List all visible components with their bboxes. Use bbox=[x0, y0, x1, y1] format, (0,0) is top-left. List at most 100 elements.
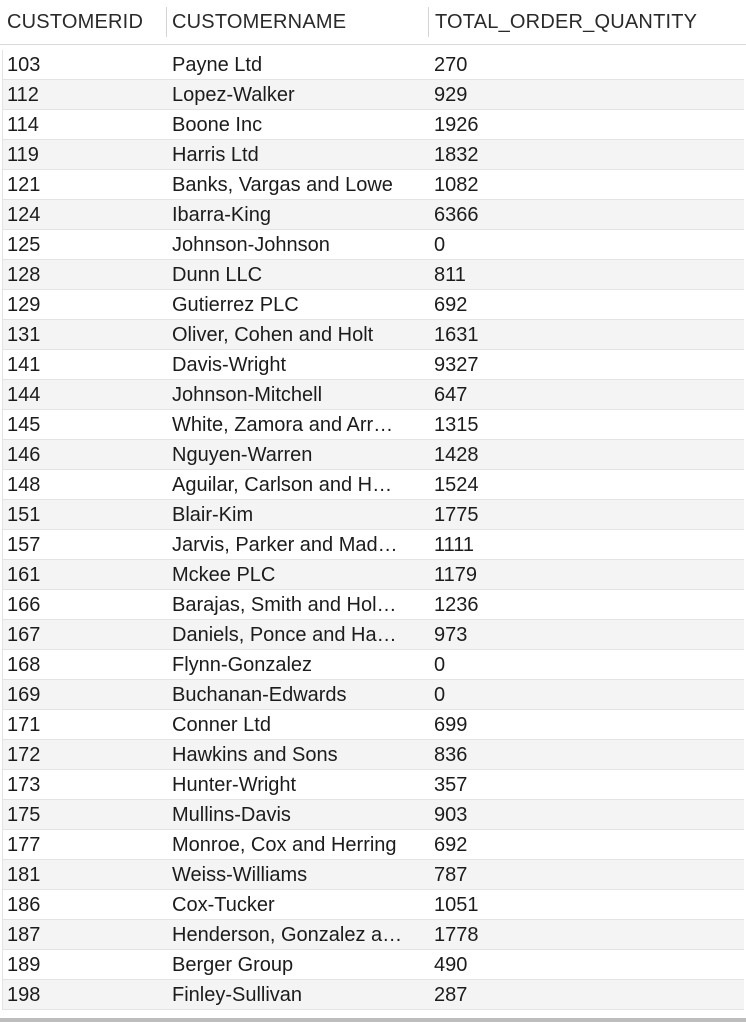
table-row[interactable]: 146 Nguyen-Warren 1428 bbox=[3, 440, 744, 470]
cell-customername[interactable]: Hunter-Wright bbox=[172, 774, 297, 796]
cell-customername[interactable]: Monroe, Cox and Herring bbox=[172, 834, 397, 856]
table-row[interactable]: 144 Johnson-Mitchell 647 bbox=[3, 380, 744, 410]
table-row[interactable]: 157 Jarvis, Parker and Mad… 1111 bbox=[3, 530, 744, 560]
column-resize-handle-1[interactable] bbox=[166, 7, 167, 37]
cell-customerid[interactable]: 157 bbox=[7, 534, 41, 556]
cell-total-order-quantity[interactable]: 1051 bbox=[434, 894, 479, 916]
cell-total-order-quantity[interactable]: 0 bbox=[434, 684, 446, 706]
cell-customerid[interactable]: 114 bbox=[7, 114, 39, 136]
cell-customername[interactable]: Weiss-Williams bbox=[172, 864, 308, 886]
cell-customername[interactable]: Daniels, Ponce and Ha… bbox=[172, 624, 397, 646]
column-resize-handle-2[interactable] bbox=[428, 7, 429, 37]
cell-customerid[interactable]: 141 bbox=[7, 354, 41, 376]
table-row[interactable]: 172 Hawkins and Sons 836 bbox=[3, 740, 744, 770]
cell-customerid[interactable]: 168 bbox=[7, 654, 41, 676]
cell-customername[interactable]: Cox-Tucker bbox=[172, 894, 275, 916]
cell-customerid[interactable]: 129 bbox=[7, 294, 41, 316]
table-row[interactable]: 103 Payne Ltd 270 bbox=[3, 50, 744, 80]
cell-customername[interactable]: Dunn LLC bbox=[172, 264, 263, 286]
cell-total-order-quantity[interactable]: 1111 bbox=[434, 534, 475, 556]
column-header-customername[interactable]: CUSTOMERNAME bbox=[172, 11, 347, 33]
cell-customerid[interactable]: 169 bbox=[7, 684, 41, 706]
cell-total-order-quantity[interactable]: 1236 bbox=[434, 594, 479, 616]
cell-customername[interactable]: Oliver, Cohen and Holt bbox=[172, 324, 374, 346]
cell-customerid[interactable]: 171 bbox=[7, 714, 41, 736]
horizontal-scrollbar[interactable] bbox=[0, 1018, 746, 1022]
cell-customername[interactable]: Jarvis, Parker and Mad… bbox=[172, 534, 398, 556]
cell-total-order-quantity[interactable]: 973 bbox=[434, 624, 468, 646]
cell-customerid[interactable]: 189 bbox=[7, 954, 41, 976]
table-row[interactable]: 177 Monroe, Cox and Herring 692 bbox=[3, 830, 744, 860]
cell-customerid[interactable]: 198 bbox=[7, 984, 41, 1006]
cell-customerid[interactable]: 181 bbox=[7, 864, 41, 886]
table-row[interactable]: 125 Johnson-Johnson 0 bbox=[3, 230, 744, 260]
cell-customerid[interactable]: 172 bbox=[7, 744, 41, 766]
cell-customername[interactable]: Johnson-Johnson bbox=[172, 234, 330, 256]
cell-customerid[interactable]: 175 bbox=[7, 804, 41, 826]
cell-total-order-quantity[interactable]: 1179 bbox=[434, 564, 478, 586]
table-row[interactable]: 166 Barajas, Smith and Hol… 1236 bbox=[3, 590, 744, 620]
cell-total-order-quantity[interactable]: 287 bbox=[434, 984, 468, 1006]
cell-customername[interactable]: Nguyen-Warren bbox=[172, 444, 313, 466]
cell-total-order-quantity[interactable]: 1778 bbox=[434, 924, 479, 946]
cell-customerid[interactable]: 121 bbox=[7, 174, 41, 196]
cell-customerid[interactable]: 131 bbox=[7, 324, 41, 346]
table-row[interactable]: 181 Weiss-Williams 787 bbox=[3, 860, 744, 890]
cell-customerid[interactable]: 177 bbox=[7, 834, 41, 856]
cell-total-order-quantity[interactable]: 1832 bbox=[434, 144, 479, 166]
cell-customerid[interactable]: 173 bbox=[7, 774, 41, 796]
cell-customerid[interactable]: 151 bbox=[7, 504, 41, 526]
cell-customerid[interactable]: 145 bbox=[7, 414, 41, 436]
cell-customername[interactable]: Buchanan-Edwards bbox=[172, 684, 347, 706]
cell-customername[interactable]: Mckee PLC bbox=[172, 564, 276, 586]
cell-customername[interactable]: Lopez-Walker bbox=[172, 84, 295, 106]
table-row[interactable]: 112 Lopez-Walker 929 bbox=[3, 80, 744, 110]
cell-total-order-quantity[interactable]: 490 bbox=[434, 954, 468, 976]
cell-total-order-quantity[interactable]: 0 bbox=[434, 234, 446, 256]
cell-customername[interactable]: Boone Inc bbox=[172, 114, 263, 136]
cell-customerid[interactable]: 186 bbox=[7, 894, 41, 916]
cell-total-order-quantity[interactable]: 1775 bbox=[434, 504, 479, 526]
cell-customerid[interactable]: 144 bbox=[7, 384, 41, 406]
cell-total-order-quantity[interactable]: 836 bbox=[434, 744, 468, 766]
cell-customername[interactable]: Blair-Kim bbox=[172, 504, 254, 526]
cell-customerid[interactable]: 148 bbox=[7, 474, 41, 496]
cell-customerid[interactable]: 161 bbox=[7, 564, 41, 586]
table-row[interactable]: 114 Boone Inc 1926 bbox=[3, 110, 744, 140]
cell-customername[interactable]: Gutierrez PLC bbox=[172, 294, 299, 316]
cell-customerid[interactable]: 167 bbox=[7, 624, 41, 646]
cell-customername[interactable]: White, Zamora and Arr… bbox=[172, 414, 394, 436]
table-row[interactable]: 148 Aguilar, Carlson and H… 1524 bbox=[3, 470, 744, 500]
table-row[interactable]: 121 Banks, Vargas and Lowe 1082 bbox=[3, 170, 744, 200]
column-header-total-order-quantity[interactable]: TOTAL_ORDER_QUANTITY bbox=[435, 11, 698, 33]
cell-customerid[interactable]: 112 bbox=[7, 84, 39, 106]
table-row[interactable]: 168 Flynn-Gonzalez 0 bbox=[3, 650, 744, 680]
cell-customername[interactable]: Davis-Wright bbox=[172, 354, 287, 376]
cell-customername[interactable]: Berger Group bbox=[172, 954, 294, 976]
table-row[interactable]: 141 Davis-Wright 9327 bbox=[3, 350, 744, 380]
table-row[interactable]: 145 White, Zamora and Arr… 1315 bbox=[3, 410, 744, 440]
table-row[interactable]: 161 Mckee PLC 1179 bbox=[3, 560, 744, 590]
table-row[interactable]: 198 Finley-Sullivan 287 bbox=[3, 980, 744, 1010]
cell-customername[interactable]: Johnson-Mitchell bbox=[172, 384, 323, 406]
cell-customerid[interactable]: 166 bbox=[7, 594, 41, 616]
table-row[interactable]: 175 Mullins-Davis 903 bbox=[3, 800, 744, 830]
table-row[interactable]: 151 Blair-Kim 1775 bbox=[3, 500, 744, 530]
table-row[interactable]: 129 Gutierrez PLC 692 bbox=[3, 290, 744, 320]
cell-total-order-quantity[interactable]: 929 bbox=[434, 84, 468, 106]
cell-total-order-quantity[interactable]: 1082 bbox=[434, 174, 479, 196]
cell-customername[interactable]: Finley-Sullivan bbox=[172, 984, 303, 1006]
cell-total-order-quantity[interactable]: 1315 bbox=[434, 414, 479, 436]
cell-total-order-quantity[interactable]: 0 bbox=[434, 654, 446, 676]
cell-total-order-quantity[interactable]: 1524 bbox=[434, 474, 479, 496]
table-row[interactable]: 131 Oliver, Cohen and Holt 1631 bbox=[3, 320, 744, 350]
cell-total-order-quantity[interactable]: 692 bbox=[434, 294, 468, 316]
cell-customername[interactable]: Flynn-Gonzalez bbox=[172, 654, 313, 676]
cell-customerid[interactable]: 187 bbox=[7, 924, 41, 946]
table-row[interactable]: 187 Henderson, Gonzalez a… 1778 bbox=[3, 920, 744, 950]
cell-total-order-quantity[interactable]: 787 bbox=[434, 864, 468, 886]
cell-total-order-quantity[interactable]: 811 bbox=[434, 264, 466, 286]
cell-customername[interactable]: Mullins-Davis bbox=[172, 804, 291, 826]
table-row[interactable]: 173 Hunter-Wright 357 bbox=[3, 770, 744, 800]
cell-total-order-quantity[interactable]: 9327 bbox=[434, 354, 479, 376]
